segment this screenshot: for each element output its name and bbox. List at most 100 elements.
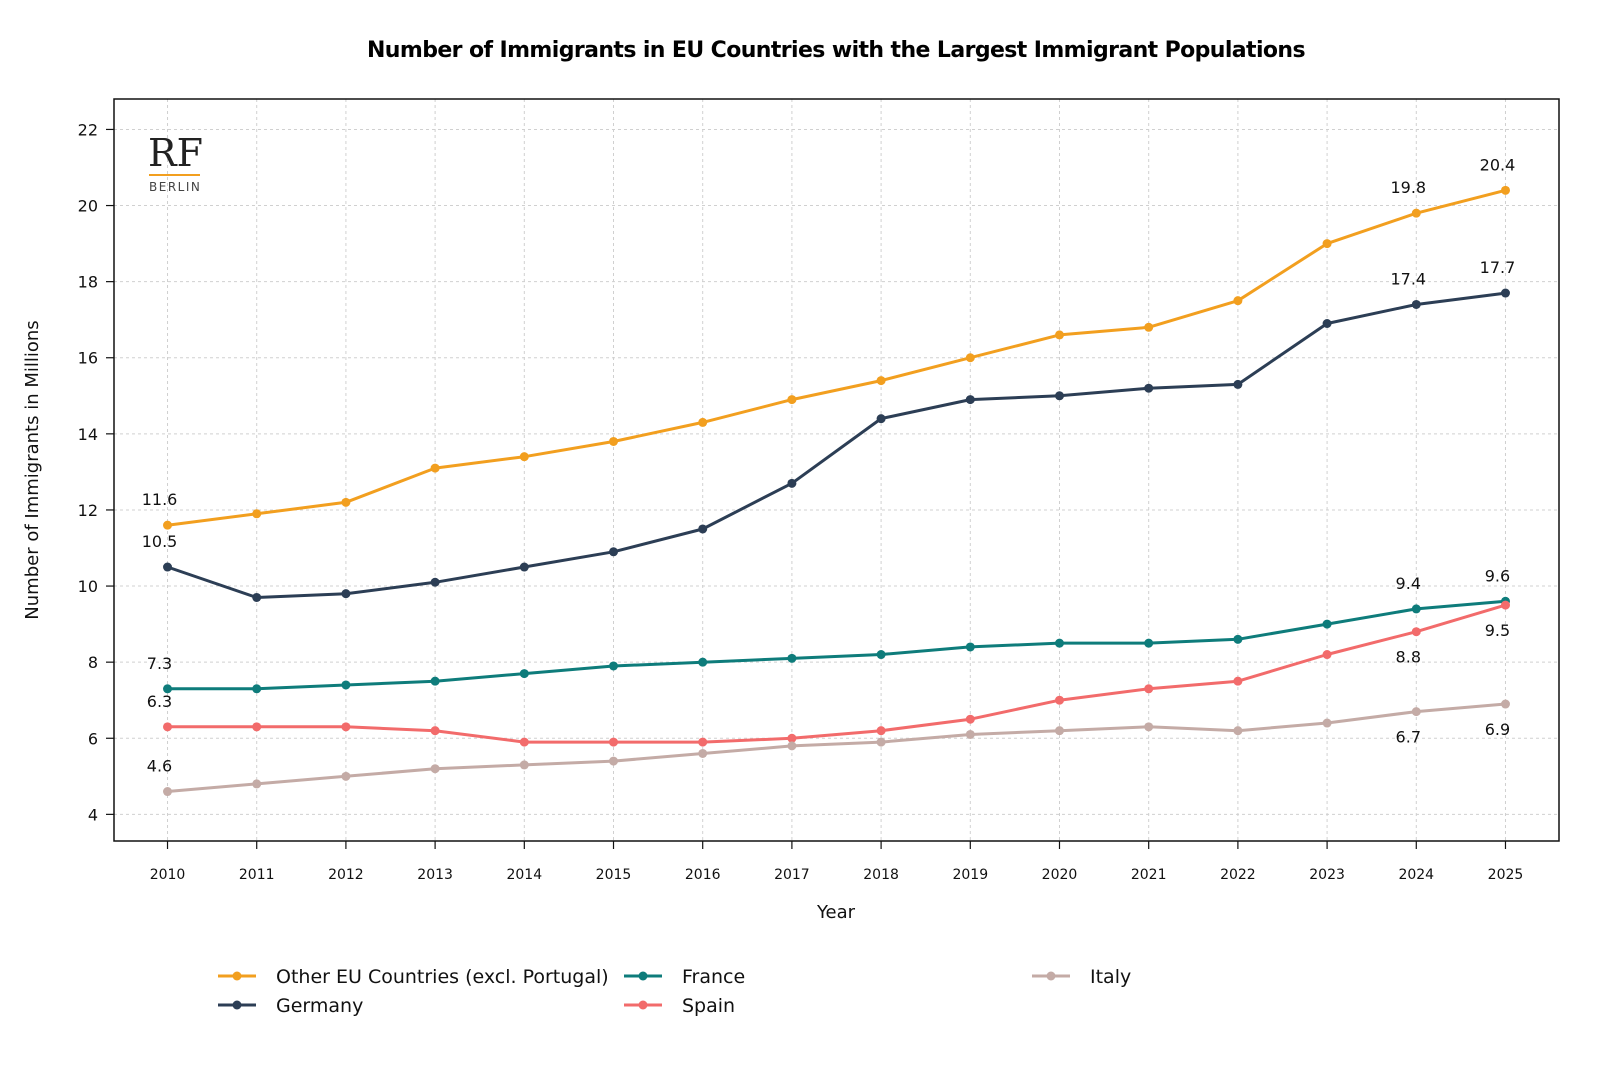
logo-city: BERLIN [149, 180, 201, 194]
data-point-italy [341, 771, 351, 781]
logo-mark: RF [148, 131, 203, 175]
series-line-spain [167, 603, 1506, 744]
data-point-germany [163, 562, 173, 572]
data-point-other-eu-countries-excl-portugal [1500, 185, 1510, 195]
data-label-france: 9.6 [1485, 566, 1510, 585]
data-point-other-eu-countries-excl-portugal [430, 463, 440, 473]
data-point-germany [430, 577, 440, 587]
data-point-germany [1144, 383, 1154, 393]
data-point-france [1144, 638, 1154, 648]
data-point-other-eu-countries-excl-portugal [1322, 239, 1332, 249]
data-point-france [252, 684, 262, 694]
data-label-other-eu-countries-excl-portugal: 19.8 [1390, 178, 1426, 197]
data-point-spain [430, 726, 440, 736]
data-point-other-eu-countries-excl-portugal [787, 395, 797, 405]
data-point-germany [787, 478, 797, 488]
data-point-spain [965, 714, 975, 724]
data-point-france [698, 657, 708, 667]
x-axis-label: Year [816, 902, 856, 923]
x-tick-label: 2010 [150, 867, 186, 883]
data-point-germany [965, 395, 975, 405]
plot-frame [113, 98, 1560, 842]
data-point-spain [698, 737, 708, 747]
data-point-other-eu-countries-excl-portugal [1054, 330, 1064, 340]
data-label-other-eu-countries-excl-portugal: 11.6 [142, 490, 178, 509]
series-line-italy [167, 702, 1506, 793]
legend-swatch-point [638, 971, 648, 981]
x-tick-label: 2020 [1042, 867, 1078, 883]
data-point-other-eu-countries-excl-portugal [252, 509, 262, 519]
x-tick-label: 2019 [952, 867, 988, 883]
data-point-germany [1322, 319, 1332, 329]
x-tick-label: 2011 [239, 867, 275, 883]
data-point-germany [1233, 379, 1243, 389]
legend-item-germany: Germany [218, 995, 363, 1017]
y-tick-label: 22 [78, 120, 98, 139]
legend: Other EU Countries (excl. Portugal) Germa… [218, 966, 1131, 1017]
data-point-spain [876, 726, 886, 736]
legend-label: Germany [276, 995, 363, 1017]
legend-item-spain: Spain [624, 995, 735, 1017]
data-point-other-eu-countries-excl-portugal [965, 353, 975, 363]
y-tick-label: 12 [78, 501, 98, 520]
x-tick-label: 2014 [506, 867, 542, 883]
data-point-italy [1233, 726, 1243, 736]
data-label-spain: 8.8 [1396, 648, 1421, 667]
data-point-germany [1054, 391, 1064, 401]
data-point-spain [341, 722, 351, 732]
y-tick-label: 10 [78, 577, 98, 596]
data-point-other-eu-countries-excl-portugal [876, 376, 886, 386]
data-point-germany [698, 524, 708, 534]
x-tick-label: 2013 [417, 867, 453, 883]
data-point-germany [252, 592, 262, 602]
data-point-other-eu-countries-excl-portugal [341, 497, 351, 507]
data-point-france [876, 650, 886, 660]
y-tick-label: 4 [88, 805, 98, 824]
legend-label: Italy [1090, 966, 1131, 988]
y-tick-label: 16 [78, 349, 98, 368]
y-axis-label: Number of Immigrants in Millions [22, 320, 43, 619]
data-point-france [519, 669, 529, 679]
data-point-spain [1322, 650, 1332, 660]
x-tick-label: 2017 [774, 867, 810, 883]
data-point-france [1233, 634, 1243, 644]
data-point-other-eu-countries-excl-portugal [1144, 322, 1154, 332]
legend-item-italy: Italy [1032, 966, 1131, 988]
x-tick-label: 2016 [685, 867, 721, 883]
data-point-italy [430, 764, 440, 774]
data-point-spain [609, 737, 619, 747]
data-point-spain [1054, 695, 1064, 705]
data-point-france [1411, 604, 1421, 614]
data-point-italy [252, 779, 262, 789]
data-point-spain [252, 722, 262, 732]
y-axis: 4 6 8 10 12 14 16 18 20 22 [78, 120, 114, 824]
data-point-france [341, 680, 351, 690]
data-label-spain: 6.3 [147, 692, 172, 711]
data-point-other-eu-countries-excl-portugal [519, 452, 529, 462]
series-spain [163, 600, 1510, 747]
data-label-germany: 10.5 [142, 532, 178, 551]
data-point-italy [609, 756, 619, 766]
data-point-spain [163, 722, 173, 732]
data-point-italy [1144, 722, 1154, 732]
legend-swatch-point [232, 1000, 242, 1010]
data-point-spain [1500, 600, 1510, 610]
data-point-other-eu-countries-excl-portugal [1411, 208, 1421, 218]
legend-label: Other EU Countries (excl. Portugal) [276, 966, 609, 988]
data-labels: 11.6 19.8 20.4 10.5 17.4 17.7 7.3 9.4 9.6 6.3 8.8 9… [142, 155, 1516, 775]
data-point-other-eu-countries-excl-portugal [1233, 296, 1243, 306]
data-point-other-eu-countries-excl-portugal [609, 436, 619, 446]
x-tick-label: 2012 [328, 867, 364, 883]
data-point-france [965, 642, 975, 652]
legend-swatch-point [638, 1000, 648, 1010]
x-tick-label: 2018 [863, 867, 899, 883]
legend-label: France [682, 966, 745, 988]
data-point-spain [1233, 676, 1243, 686]
x-tick-label: 2022 [1220, 867, 1256, 883]
series-germany [163, 288, 1510, 602]
data-point-france [430, 676, 440, 686]
x-tick-label: 2015 [596, 867, 632, 883]
data-point-italy [787, 741, 797, 751]
series-line-other-eu-countries-excl-portugal [167, 188, 1506, 527]
